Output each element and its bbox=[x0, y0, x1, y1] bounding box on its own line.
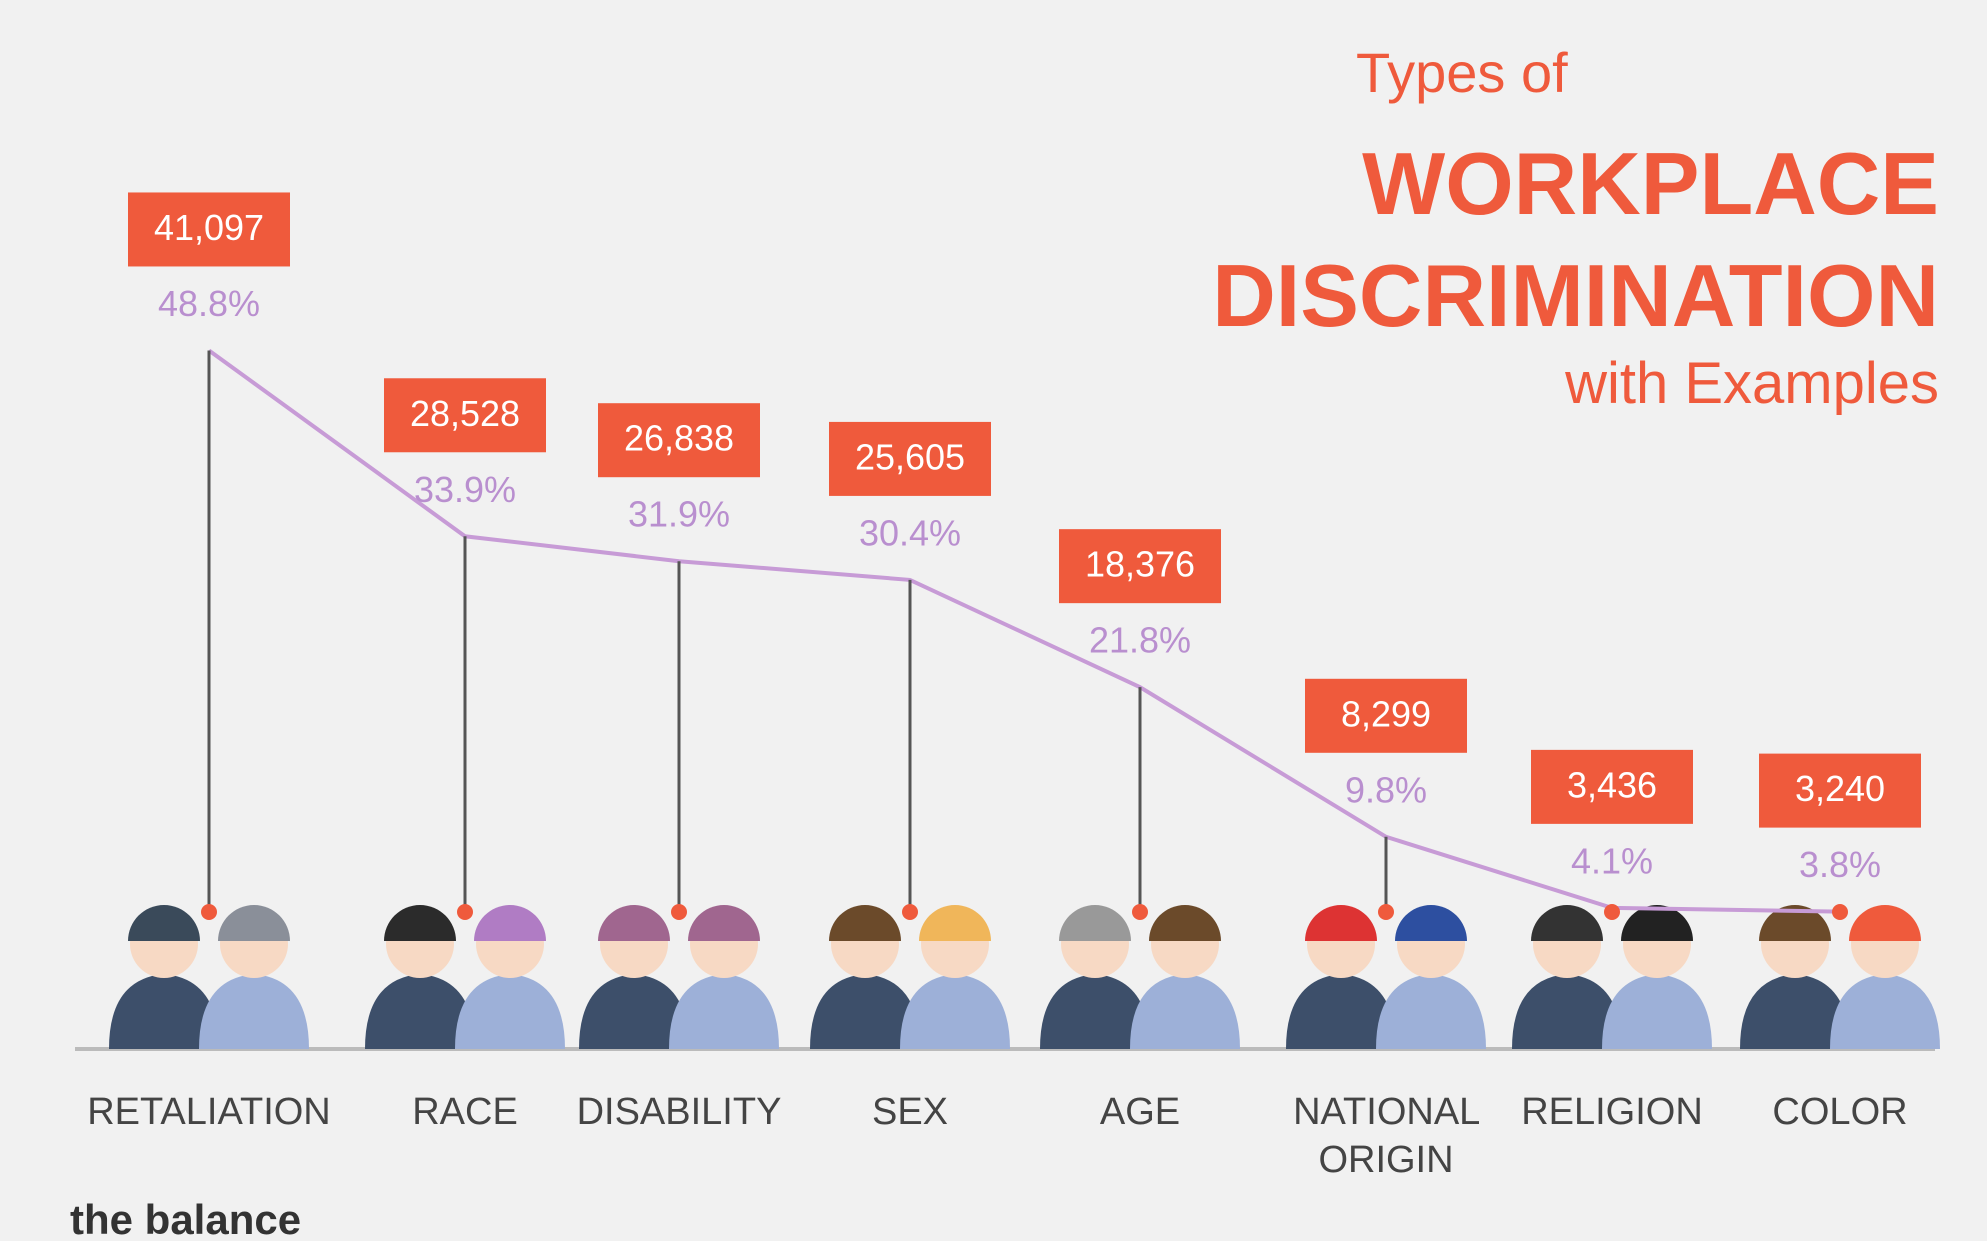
icon bbox=[579, 905, 779, 1049]
percentage-label: 3.8% bbox=[1799, 844, 1881, 885]
brand: the balance bbox=[70, 1196, 301, 1241]
icon-body bbox=[455, 974, 565, 1049]
category-label: RELIGION bbox=[1521, 1088, 1703, 1136]
category-label: AGE bbox=[1100, 1088, 1180, 1136]
count-label: 28,528 bbox=[410, 393, 520, 434]
icon bbox=[1040, 905, 1240, 1049]
icon-hair bbox=[1059, 905, 1131, 941]
stem-dot bbox=[201, 904, 217, 920]
icon-body bbox=[199, 974, 309, 1049]
icon-hair bbox=[218, 905, 290, 941]
count-label: 26,838 bbox=[624, 418, 734, 459]
category-label: COLOR bbox=[1772, 1088, 1907, 1136]
icon-body bbox=[900, 974, 1010, 1049]
percentage-label: 9.8% bbox=[1345, 769, 1427, 810]
icon bbox=[1286, 905, 1486, 1049]
icon-hair bbox=[829, 905, 901, 941]
stem-dot bbox=[1132, 904, 1148, 920]
icon-body bbox=[1602, 974, 1712, 1049]
icon bbox=[810, 905, 1010, 1049]
category-label: NATIONAL ORIGIN bbox=[1293, 1088, 1479, 1184]
icon-hair bbox=[474, 905, 546, 941]
title-prefix: Types of bbox=[1356, 40, 1568, 105]
infographic: 41,097 48.8% 28,528 33.9% 26,838 31.9% 25,605 3… bbox=[0, 0, 1987, 1241]
stem-dot bbox=[1604, 904, 1620, 920]
percentage-label: 30.4% bbox=[859, 512, 961, 553]
stem-dot bbox=[902, 904, 918, 920]
icon-body bbox=[669, 974, 779, 1049]
icon bbox=[1740, 905, 1940, 1049]
icon-hair bbox=[919, 905, 991, 941]
category-label: SEX bbox=[872, 1088, 948, 1136]
category-label: DISABILITY bbox=[577, 1088, 782, 1136]
icon-hair bbox=[1305, 905, 1377, 941]
icon-hair bbox=[384, 905, 456, 941]
icon bbox=[109, 905, 309, 1049]
icon-body bbox=[1130, 974, 1240, 1049]
count-label: 25,605 bbox=[855, 436, 965, 477]
percentage-label: 21.8% bbox=[1089, 620, 1191, 661]
chart-title: WORKPLACE DISCRIMINATION bbox=[1212, 128, 1939, 352]
category-label: RACE bbox=[412, 1088, 518, 1136]
count-label: 8,299 bbox=[1341, 693, 1431, 734]
percentage-label: 4.1% bbox=[1571, 840, 1653, 881]
stem-dot bbox=[457, 904, 473, 920]
percentage-label: 31.9% bbox=[628, 494, 730, 535]
chart-subtitle: with Examples bbox=[1565, 350, 1939, 417]
icon-body bbox=[1376, 974, 1486, 1049]
icon-hair bbox=[128, 905, 200, 941]
percentage-label: 48.8% bbox=[158, 283, 260, 324]
icon-hair bbox=[1849, 905, 1921, 941]
percentage-label: 33.9% bbox=[414, 469, 516, 510]
count-label: 41,097 bbox=[154, 207, 264, 248]
count-label: 3,436 bbox=[1567, 764, 1657, 805]
icon bbox=[365, 905, 565, 1049]
icon-hair bbox=[1395, 905, 1467, 941]
icon-hair bbox=[1531, 905, 1603, 941]
icon-hair bbox=[1149, 905, 1221, 941]
count-label: 18,376 bbox=[1085, 544, 1195, 585]
stem-dot bbox=[671, 904, 687, 920]
icon-hair bbox=[688, 905, 760, 941]
count-label: 3,240 bbox=[1795, 768, 1885, 809]
icon-body bbox=[1830, 974, 1940, 1049]
icon-hair bbox=[598, 905, 670, 941]
stem-dot bbox=[1378, 904, 1394, 920]
icon bbox=[1512, 905, 1712, 1049]
category-label: RETALIATION bbox=[87, 1088, 331, 1136]
stem-dot bbox=[1832, 904, 1848, 920]
